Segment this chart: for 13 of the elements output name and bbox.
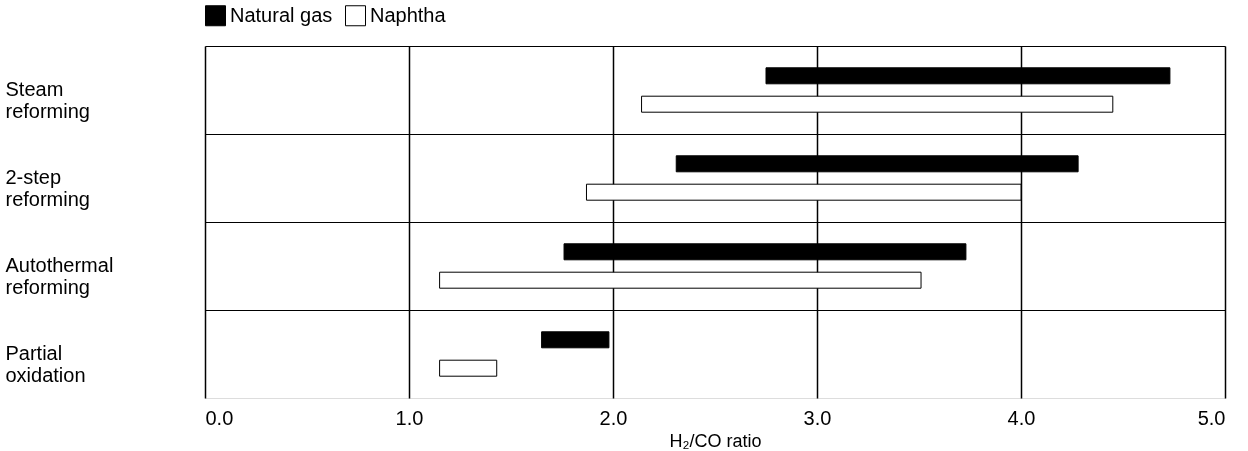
y-tick-label: Steam reforming xyxy=(5,78,90,122)
x-tick-label: 3.0 xyxy=(803,406,832,429)
legend-label: Natural gas xyxy=(230,3,333,26)
x-tick-label: 1.0 xyxy=(395,406,424,429)
y-tick-label: Partial oxidation xyxy=(5,342,86,386)
x-tick-label: 2.0 xyxy=(599,406,628,429)
x-tick-label: 5.0 xyxy=(1197,406,1226,429)
y-tick-label: Autothermal reforming xyxy=(5,254,114,298)
y-tick-label: 2-step reforming xyxy=(5,166,90,210)
x-axis-title: H₂/CO ratio xyxy=(669,430,762,451)
x-tick-label: 0.0 xyxy=(205,406,234,429)
legend-label: Naphtha xyxy=(370,3,447,26)
x-tick-label: 4.0 xyxy=(1007,406,1036,429)
